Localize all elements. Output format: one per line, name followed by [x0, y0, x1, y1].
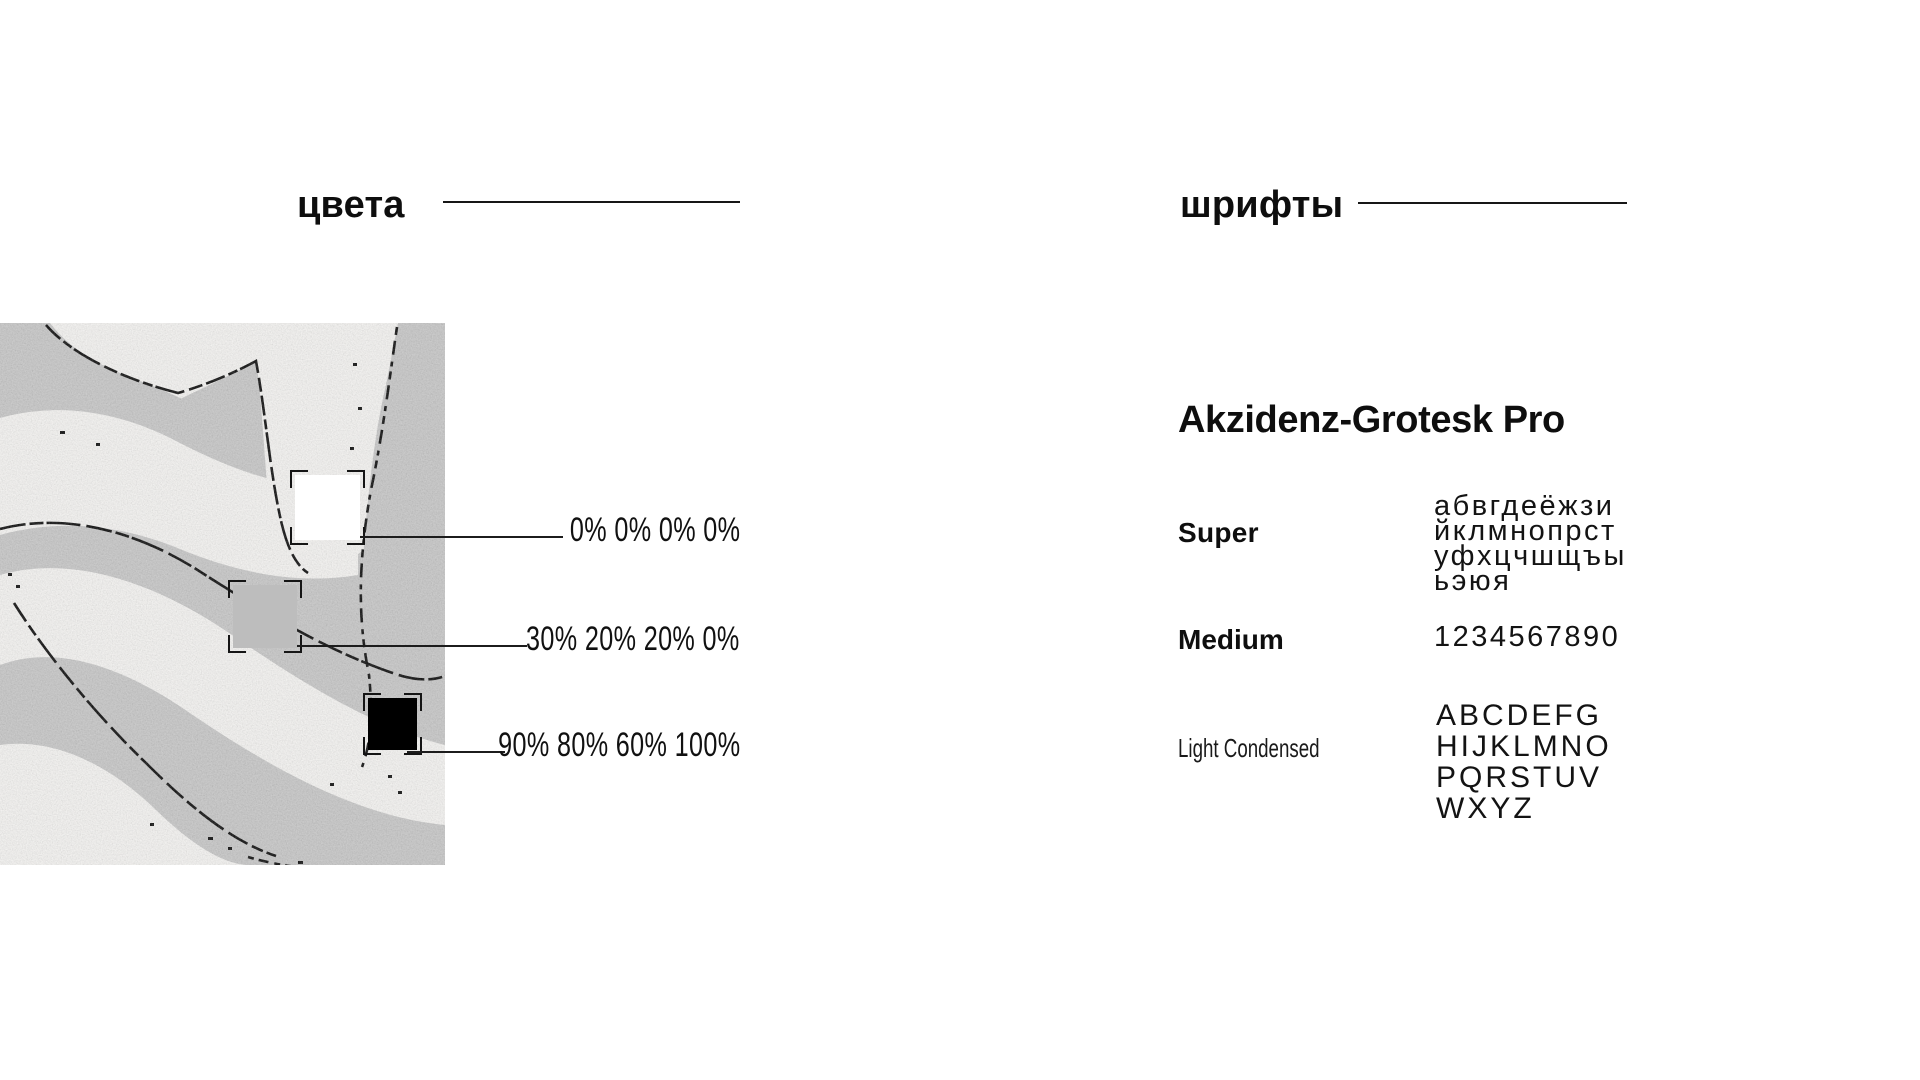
colors-heading-rule [443, 201, 740, 203]
texture-image [0, 323, 446, 871]
fonts-heading-rule [1358, 202, 1627, 204]
sample-line: абвгдеёжзи [1434, 490, 1615, 522]
sample-line: WXYZ [1436, 792, 1535, 825]
sample-line: йклмнопрст [1434, 515, 1617, 547]
cmyk-label-gray: 30% 20% 20% 0% [526, 620, 740, 658]
swatch-corner-brackets [363, 693, 422, 755]
sample-line: PQRSTUV [1436, 761, 1603, 794]
colors-section-heading: цвета [297, 184, 405, 226]
color-swatch-black [363, 693, 422, 755]
cmyk-label-black: 90% 80% 60% 100% [497, 726, 740, 764]
fonts-section-heading: шрифты [1180, 184, 1344, 226]
font-style-label-medium: Medium [1178, 624, 1284, 655]
swatch-corner-brackets [228, 580, 302, 653]
swatch-corner-brackets [290, 470, 365, 545]
font-style-label-super: Super [1178, 517, 1259, 548]
sample-line: 1234567890 [1434, 621, 1621, 653]
font-style-label-light-condensed: Light Condensed [1178, 733, 1320, 763]
numerals-sample: 1234567890 [1434, 621, 1621, 653]
sample-line: ABCDEFG [1436, 699, 1603, 732]
connector-line [360, 536, 563, 538]
cmyk-label-white: 0% 0% 0% 0% [569, 511, 740, 549]
cyrillic-alphabet-sample: абвгдеёжзи йклмнопрст уфхцчшщъы ьэюя [1434, 490, 1627, 597]
sample-line: уфхцчшщъы [1434, 540, 1627, 572]
latin-alphabet-sample: ABCDEFG HIJKLMNO PQRSTUV WXYZ [1436, 700, 1612, 824]
color-swatch-gray [228, 580, 302, 653]
connector-line [297, 645, 527, 647]
color-swatch-white [290, 470, 365, 545]
sample-line: ьэюя [1434, 565, 1512, 597]
typeface-name: Akzidenz-Grotesk Pro [1178, 399, 1565, 441]
sample-line: HIJKLMNO [1436, 730, 1612, 763]
connector-line [407, 751, 505, 753]
